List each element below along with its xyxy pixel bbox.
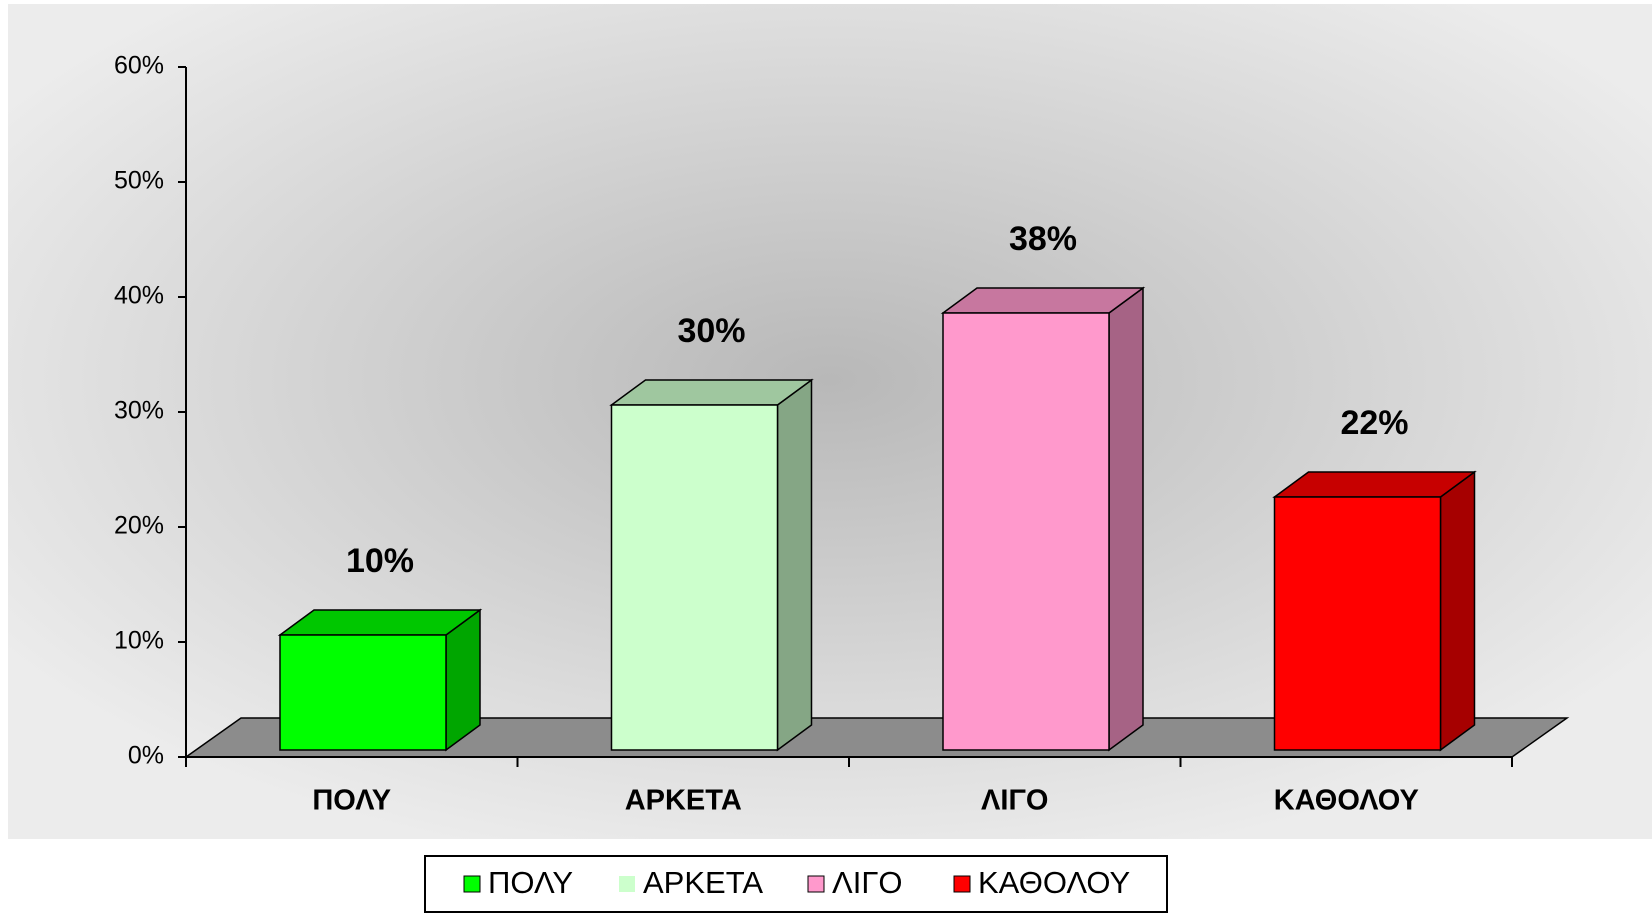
bar	[279, 634, 447, 751]
bar	[942, 312, 1110, 751]
x-tick-label: ΚΑΘΟΛΟΥ	[1274, 785, 1419, 817]
value-label: 30%	[677, 312, 745, 350]
bar-top	[1272, 471, 1477, 498]
value-label: 38%	[1009, 220, 1077, 258]
legend-label: ΑΡΚΕΤΑ	[643, 865, 763, 900]
x-tick-label: ΠΟΛΥ	[312, 785, 391, 817]
y-tick-label: 50%	[114, 167, 164, 195]
bar-top	[277, 609, 483, 636]
legend-label: ΛΙΓΟ	[832, 865, 903, 900]
bar-top	[609, 379, 814, 406]
legend-label: ΚΑΘΟΛΟΥ	[978, 865, 1130, 900]
y-tick-label: 20%	[114, 512, 164, 540]
bar-side	[776, 378, 813, 752]
bar-side	[1108, 286, 1144, 752]
legend-swatch	[619, 876, 635, 892]
legend-swatch	[807, 875, 825, 893]
value-label: 10%	[346, 542, 414, 580]
bar	[1273, 496, 1442, 751]
bar-side	[1439, 470, 1476, 752]
y-tick-label: 10%	[114, 627, 164, 655]
bar-top	[940, 287, 1146, 314]
y-tick-label: 60%	[114, 52, 164, 80]
bar	[610, 404, 779, 751]
value-label: 22%	[1340, 404, 1408, 442]
legend-box	[424, 855, 1168, 913]
legend-swatch	[953, 875, 971, 893]
y-tick-label: 0%	[128, 742, 164, 770]
y-tick-label: 40%	[114, 282, 164, 310]
x-tick-label: ΑΡΚΕΤΑ	[625, 785, 742, 817]
x-tick-label: ΛΙΓΟ	[981, 785, 1048, 817]
legend-swatch	[463, 875, 481, 893]
y-tick-label: 30%	[114, 397, 164, 425]
legend-label: ΠΟΛΥ	[488, 865, 573, 900]
